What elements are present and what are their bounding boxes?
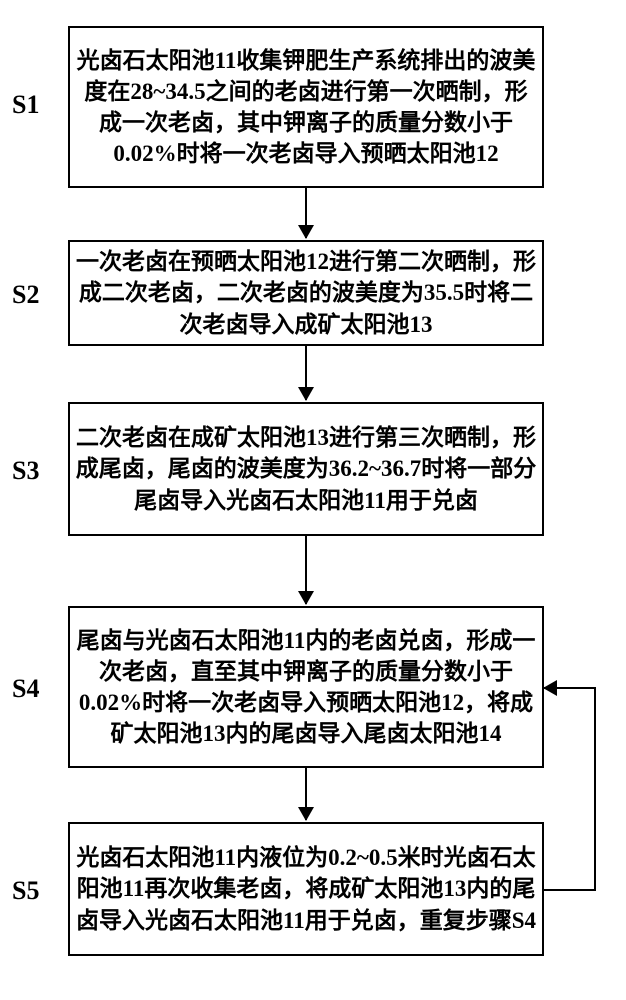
step-text-s4: 尾卤与光卤石太阳池11内的老卤兑卤，形成一次老卤，直至其中钾离子的质量分数小于0… [74, 625, 538, 749]
feedback-line-out [544, 889, 594, 891]
step-label-s1: S1 [12, 90, 39, 120]
arrow-down-2 [305, 346, 307, 400]
step-box-s1: 光卤石太阳池11收集钾肥生产系统排出的波美度在28~34.5之间的老卤进行第一次… [68, 26, 544, 188]
feedback-line-vertical [594, 687, 596, 891]
step-label-s5: S5 [12, 876, 39, 906]
arrow-down-1 [305, 188, 307, 238]
step-text-s3: 二次老卤在成矿太阳池13进行第三次晒制，形成尾卤，尾卤的波美度为36.2~36.… [74, 422, 538, 515]
step-box-s5: 光卤石太阳池11内液位为0.2~0.5米时光卤石太阳池11再次收集老卤，将成矿太… [68, 822, 544, 956]
feedback-arrow-into-s4 [544, 687, 594, 689]
step-box-s2: 一次老卤在预晒太阳池12进行第二次晒制，形成二次老卤，二次老卤的波美度为35.5… [68, 240, 544, 346]
step-box-s4: 尾卤与光卤石太阳池11内的老卤兑卤，形成一次老卤，直至其中钾离子的质量分数小于0… [68, 606, 544, 768]
step-label-s3: S3 [12, 456, 39, 486]
step-box-s3: 二次老卤在成矿太阳池13进行第三次晒制，形成尾卤，尾卤的波美度为36.2~36.… [68, 402, 544, 536]
step-text-s5: 光卤石太阳池11内液位为0.2~0.5米时光卤石太阳池11再次收集老卤，将成矿太… [74, 842, 538, 935]
arrow-down-4 [305, 768, 307, 820]
step-text-s2: 一次老卤在预晒太阳池12进行第二次晒制，形成二次老卤，二次老卤的波美度为35.5… [74, 246, 538, 339]
step-label-s2: S2 [12, 280, 39, 310]
step-text-s1: 光卤石太阳池11收集钾肥生产系统排出的波美度在28~34.5之间的老卤进行第一次… [74, 45, 538, 169]
arrow-down-3 [305, 536, 307, 604]
step-label-s4: S4 [12, 674, 39, 704]
